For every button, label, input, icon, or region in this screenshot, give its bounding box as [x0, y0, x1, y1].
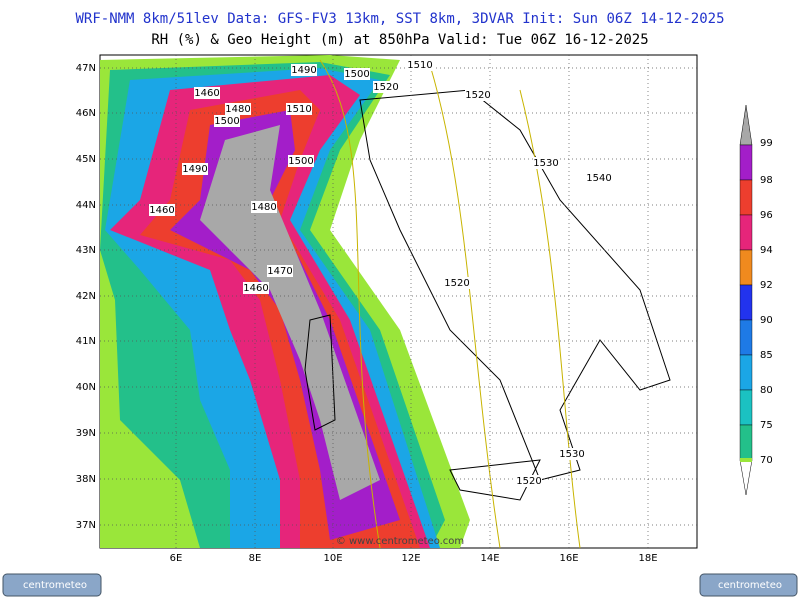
lat-label: 47N [76, 63, 96, 74]
lat-label: 45N [76, 154, 96, 165]
colorbar-swatch [739, 249, 753, 286]
contour-label-bg [288, 155, 314, 167]
lat-label: 42N [76, 291, 96, 302]
contour-label-bg [291, 64, 317, 76]
colorbar: 99 98 96 94 92 90 85 80 75 70 [739, 104, 773, 496]
coastline-sardinia [304, 314, 336, 431]
lon-label: 10E [323, 553, 342, 564]
contour-label-bg [444, 277, 470, 289]
contour-label: 1460 [194, 88, 219, 99]
contour-label: 1510 [407, 60, 432, 71]
logo-box [2, 573, 102, 597]
lat-label: 39N [76, 428, 96, 439]
contour-label: 1500 [344, 69, 369, 80]
contour-label-bg [586, 172, 612, 184]
contour-label-bg [182, 163, 208, 175]
colorbar-swatch [739, 389, 753, 426]
colorbar-tail [739, 459, 753, 496]
contour-label-bg [286, 103, 312, 115]
contour-label-bg [373, 81, 399, 93]
contour-label: 1520 [373, 82, 398, 93]
colorbar-swatch [739, 424, 753, 461]
contour-label: 1480 [225, 104, 250, 115]
map-area [99, 54, 698, 549]
contour-label-bg [533, 157, 559, 169]
contour-label-bg [407, 59, 433, 71]
logo-box [699, 573, 798, 597]
contour-label: 1500 [214, 116, 239, 127]
contour-label: 1520 [465, 90, 490, 101]
contour-label-bg [251, 201, 277, 213]
lon-label: 8E [249, 553, 262, 564]
contour-labels: 1490 150015101520152014601480150015101500… [149, 59, 612, 487]
colorbar-swatch [739, 354, 753, 391]
colorbar-swatch [739, 179, 753, 216]
contour-label: 1490 [182, 164, 207, 175]
contour-label: 1490 [291, 65, 316, 76]
contour-label-bg [516, 475, 542, 487]
colorbar-label: 98 [760, 175, 773, 186]
watermark: © www.centrometeo.com [336, 536, 464, 547]
coastline-sicily [449, 459, 541, 501]
contour-label: 1460 [149, 205, 174, 216]
contour-label: 1460 [243, 283, 268, 294]
contour-label: 1480 [251, 202, 276, 213]
contour-label: 1470 [267, 266, 292, 277]
lat-label: 40N [76, 382, 96, 393]
colorbar-label: 85 [760, 350, 773, 361]
contour-label: 1510 [286, 104, 311, 115]
lat-label: 43N [76, 245, 96, 256]
colorbar-label: 80 [760, 385, 773, 396]
lon-label: 14E [480, 553, 499, 564]
colorbar-swatch [739, 319, 753, 356]
colorbar-label: 92 [760, 280, 773, 291]
contour-label-bg [243, 282, 269, 294]
colorbar-label: 94 [760, 245, 773, 256]
lat-label: 38N [76, 474, 96, 485]
contour-label: 1500 [288, 156, 313, 167]
contour-label: 1520 [516, 476, 541, 487]
lon-label: 16E [559, 553, 578, 564]
colorbar-label: 75 [760, 420, 773, 431]
colorbar-label: 96 [760, 210, 773, 221]
contour-label-bg [344, 68, 370, 80]
colorbar-swatch [739, 144, 753, 181]
header-line2: RH (%) & Geo Height (m) at 850hPa Valid:… [151, 32, 648, 48]
contour-label-bg [214, 115, 240, 127]
graticule: 47N 46N 45N 44N 43N 42N 41N 40N 39N 38N 37N 6E 8E 10E… [76, 55, 697, 564]
colorbar-swatch [740, 458, 752, 462]
logo-right: centrometeo [699, 573, 798, 597]
header-line1: WRF-NMM 8km/51lev Data: GFS-FV3 13km, SS… [75, 11, 724, 27]
contour-label-bg [267, 265, 293, 277]
contour-label-bg [465, 89, 491, 101]
colorbar-label: 99 [760, 138, 773, 149]
colorbar-swatch [739, 284, 753, 321]
lat-label: 46N [76, 108, 96, 119]
lat-label: 44N [76, 200, 96, 211]
rh-99 [200, 125, 380, 500]
lon-label: 6E [170, 553, 183, 564]
contour-label: 1540 [586, 173, 611, 184]
contour-label: 1530 [533, 158, 558, 169]
colorbar-cap [739, 104, 753, 146]
contour-label-bg [194, 87, 220, 99]
lat-label: 41N [76, 336, 96, 347]
colorbar-swatch [739, 214, 753, 251]
lon-label: 12E [401, 553, 420, 564]
contour-label: 1530 [559, 449, 584, 460]
logo-text: centrometeo [718, 580, 782, 591]
contour-label-bg [559, 448, 585, 460]
colorbar-label: 70 [760, 455, 773, 466]
lat-label: 37N [76, 520, 96, 531]
contour-label-bg [225, 103, 251, 115]
logo-text: centrometeo [23, 580, 87, 591]
lon-label: 18E [638, 553, 657, 564]
logo-left: centrometeo [2, 573, 102, 597]
contour-label: 1520 [444, 278, 469, 289]
colorbar-label: 90 [760, 315, 773, 326]
contour-label-bg [149, 204, 175, 216]
